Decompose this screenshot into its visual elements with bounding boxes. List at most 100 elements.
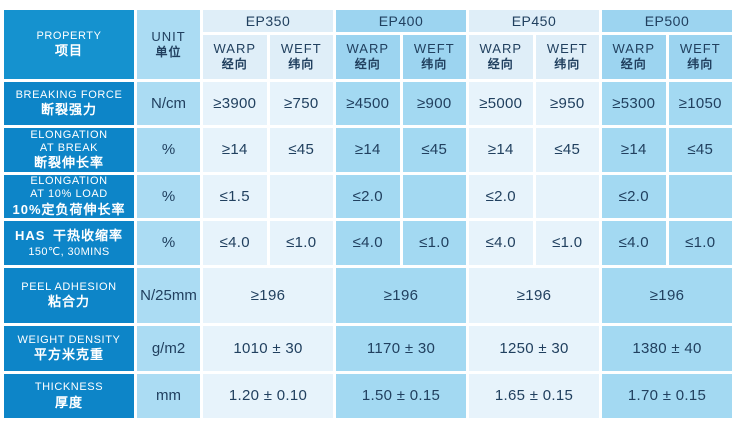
value-cell: ≤1.0: [535, 221, 599, 265]
row-label-zh: 厚度: [54, 394, 83, 410]
weft-header-en: WEFT: [546, 41, 588, 57]
value-cell: ≤1.0: [402, 221, 466, 265]
row-label-en: ELONGATION: [30, 175, 108, 188]
value-cell: ≥14: [602, 128, 666, 172]
row-label-en: WEIGHT DENSITY: [17, 333, 121, 346]
value-cell: ≤1.0: [668, 221, 732, 265]
row-label-en: HAS: [15, 227, 53, 243]
value-cell: ≥4500: [336, 82, 400, 125]
row-label-en: AT 10% LOAD: [30, 188, 108, 201]
row-label-zh: 断裂强力: [40, 102, 97, 118]
value-cell: ≤4.0: [602, 221, 666, 265]
row-label-0: BREAKING FORCE 断裂强力: [4, 82, 134, 125]
value-cell: ≥3900: [203, 82, 267, 125]
row-label-en: AT BREAK: [39, 141, 99, 154]
weft-header-zh: 纬向: [421, 57, 448, 72]
warp-header-zh: 经向: [354, 57, 381, 72]
value-cell: ≤4.0: [336, 221, 400, 265]
property-header-en: PROPERTY: [36, 29, 102, 42]
value-cell: ≥14: [203, 128, 267, 172]
weft-header-en: WEFT: [413, 41, 455, 57]
row-label-en: PEEL ADHESION: [21, 280, 117, 293]
value-cell: ≤45: [535, 128, 599, 172]
value-cell: ≤1.0: [269, 221, 333, 265]
unit-cell-2: %: [137, 175, 200, 218]
value-cell-merged: 1.20 ± 0.10: [203, 374, 333, 418]
value-cell: ≤2.0: [336, 175, 400, 218]
unit-cell-3: %: [137, 221, 200, 265]
row-label-en: BREAKING FORCE: [15, 88, 123, 101]
value-cell: ≤45: [269, 128, 333, 172]
row-label-zh: 粘合力: [47, 294, 90, 310]
value-cell: ≤4.0: [469, 221, 533, 265]
value-cell: [402, 175, 466, 218]
value-cell: ≥950: [535, 82, 599, 125]
value-cell: ≤45: [402, 128, 466, 172]
row-label-1: ELONGATION AT BREAK 断裂伸长率: [4, 128, 134, 172]
value-cell-merged: ≥196: [336, 268, 466, 323]
value-cell-merged: ≥196: [469, 268, 599, 323]
unit-cell-0: N/cm: [137, 82, 200, 125]
value-cell: ≤1.5: [203, 175, 267, 218]
group-header-ep400: EP400: [336, 10, 466, 32]
group-header-ep350: EP350: [203, 10, 333, 32]
value-cell: [535, 175, 599, 218]
value-cell: ≥1050: [668, 82, 732, 125]
group-header-ep450: EP450: [469, 10, 599, 32]
weft-header-zh: 纬向: [288, 57, 315, 72]
value-cell: [269, 175, 333, 218]
weft-header-ep500: WEFT 纬向: [668, 35, 732, 79]
row-label-en: THICKNESS: [34, 381, 104, 394]
row-label-6: THICKNESS 厚度: [4, 374, 134, 418]
unit-cell-5: g/m2: [137, 326, 200, 371]
unit-header-zh: 单位: [155, 44, 182, 59]
row-label-4: PEEL ADHESION 粘合力: [4, 268, 134, 323]
warp-header-en: WARP: [479, 41, 523, 57]
value-cell-merged: 1010 ± 30: [203, 326, 333, 371]
value-cell-merged: 1.65 ± 0.15: [469, 374, 599, 418]
warp-header-ep450: WARP 经向: [469, 35, 533, 79]
value-cell-merged: ≥196: [203, 268, 333, 323]
value-cell-merged: 1170 ± 30: [336, 326, 466, 371]
unit-header-en: UNIT: [151, 28, 186, 44]
warp-header-zh: 经向: [221, 57, 248, 72]
group-header-ep500: EP500: [602, 10, 732, 32]
weft-header-zh: 纬向: [554, 57, 581, 72]
row-label-zh: 平方米克重: [33, 347, 104, 363]
value-cell-merged: 1380 ± 40: [602, 326, 732, 371]
value-cell: ≤2.0: [602, 175, 666, 218]
weft-header-en: WEFT: [280, 41, 322, 57]
value-cell: ≤45: [668, 128, 732, 172]
warp-header-zh: 经向: [487, 57, 514, 72]
weft-header-en: WEFT: [679, 41, 721, 57]
weft-header-zh: 纬向: [687, 57, 714, 72]
row-label-sub: 150℃, 30MINS: [28, 246, 110, 259]
weft-header-ep450: WEFT 纬向: [535, 35, 599, 79]
weft-header-ep400: WEFT 纬向: [402, 35, 466, 79]
unit-cell-4: N/25mm: [137, 268, 200, 323]
value-cell-merged: 1.70 ± 0.15: [602, 374, 732, 418]
unit-header-cell: UNIT 单位: [137, 10, 200, 79]
value-cell: ≥5300: [602, 82, 666, 125]
row-label-5: WEIGHT DENSITY 平方米克重: [4, 326, 134, 371]
unit-cell-1: %: [137, 128, 200, 172]
warp-header-en: WARP: [213, 41, 257, 57]
row-label-en: ELONGATION: [30, 128, 108, 141]
warp-header-en: WARP: [346, 41, 390, 57]
value-cell: ≥750: [269, 82, 333, 125]
warp-header-ep500: WARP 经向: [602, 35, 666, 79]
warp-header-ep350: WARP 经向: [203, 35, 267, 79]
property-header-cell: PROPERTY 项目: [4, 10, 134, 79]
warp-header-zh: 经向: [620, 57, 647, 72]
value-cell-merged: 1250 ± 30: [469, 326, 599, 371]
value-cell: ≥14: [469, 128, 533, 172]
warp-header-en: WARP: [612, 41, 656, 57]
value-cell-merged: 1.50 ± 0.15: [336, 374, 466, 418]
row-label-2: ELONGATION AT 10% LOAD 10%定负荷伸长率: [4, 175, 134, 218]
property-header-zh: 项目: [54, 43, 83, 59]
unit-cell-6: mm: [137, 374, 200, 418]
row-label-zh: 断裂伸长率: [33, 155, 104, 171]
value-cell-merged: ≥196: [602, 268, 732, 323]
value-cell: ≥5000: [469, 82, 533, 125]
